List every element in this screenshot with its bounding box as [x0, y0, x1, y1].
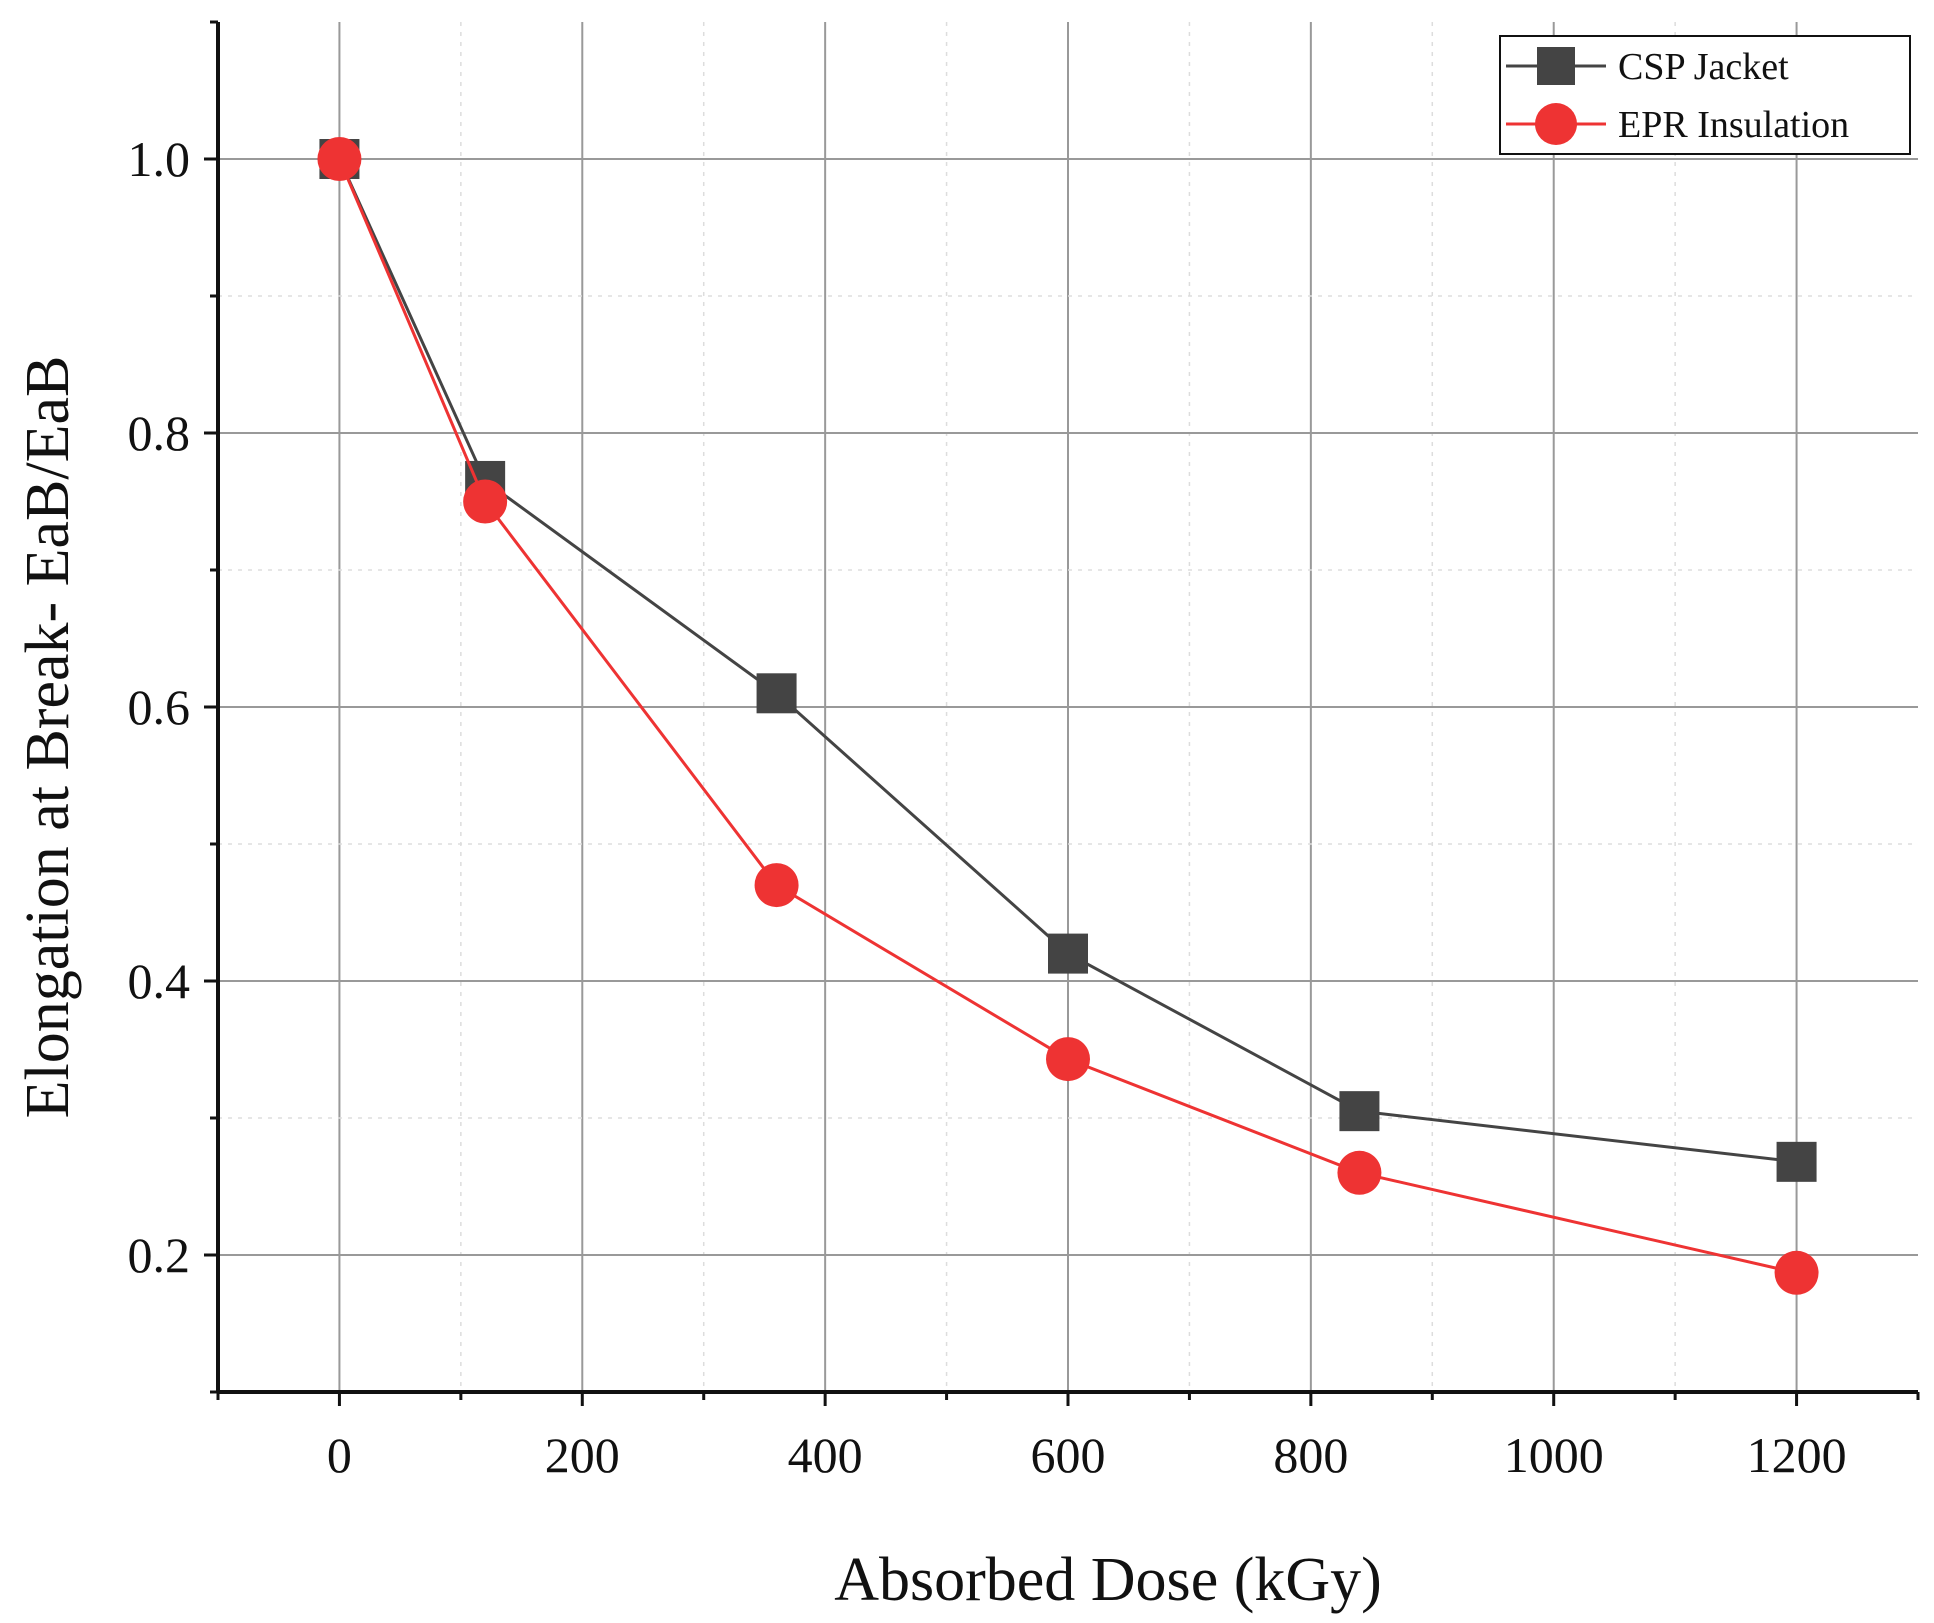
x-axis-title: Absorbed Dose (kGy)	[834, 1546, 1382, 1614]
x-tick-label: 0	[327, 1427, 352, 1483]
data-point-square	[1048, 933, 1088, 974]
y-tick-label: 1.0	[128, 131, 191, 187]
y-tick-label: 0.4	[128, 953, 191, 1009]
legend-label: EPR Insulation	[1618, 104, 1849, 146]
legend-item: CSP Jacket	[1506, 46, 1789, 88]
legend-label: CSP Jacket	[1618, 46, 1789, 88]
x-tick-label: 600	[1031, 1427, 1106, 1483]
grid	[218, 22, 1918, 1392]
data-point-circle	[1337, 1150, 1382, 1195]
legend-circle-marker	[1535, 103, 1577, 145]
x-tick-label: 400	[788, 1427, 863, 1483]
data-point-square	[1776, 1141, 1817, 1182]
data-point-square	[756, 673, 797, 714]
x-tick-label: 800	[1273, 1427, 1348, 1483]
y-axis-title: Elongation at Break- EaB/EaB	[14, 356, 82, 1119]
data-point-square	[1339, 1091, 1380, 1132]
y-tick-label: 0.2	[128, 1227, 191, 1283]
series-1	[317, 137, 1819, 1295]
data-point-circle	[754, 863, 799, 908]
ticks: 0 200 400 600 800 1000 1200 0.2 0.4 0.6 0.8 1.0	[128, 20, 1920, 1483]
series-line	[338, 158, 1797, 1275]
series	[317, 137, 1819, 1295]
legend: CSP Jacket EPR Insulation	[1499, 35, 1911, 155]
data-point-circle	[1774, 1250, 1819, 1295]
series-line	[338, 158, 1797, 1164]
y-tick-label: 0.6	[128, 679, 191, 735]
x-tick-label: 1200	[1747, 1427, 1847, 1483]
x-tick-label: 200	[545, 1427, 620, 1483]
data-point-circle	[1046, 1037, 1090, 1082]
data-point-circle	[463, 479, 508, 524]
data-point-circle	[317, 137, 362, 181]
legend-item: EPR Insulation	[1506, 103, 1849, 146]
y-tick-label: 0.8	[128, 405, 191, 461]
legend-square-marker	[1537, 47, 1575, 85]
x-tick-label: 1000	[1504, 1427, 1604, 1483]
